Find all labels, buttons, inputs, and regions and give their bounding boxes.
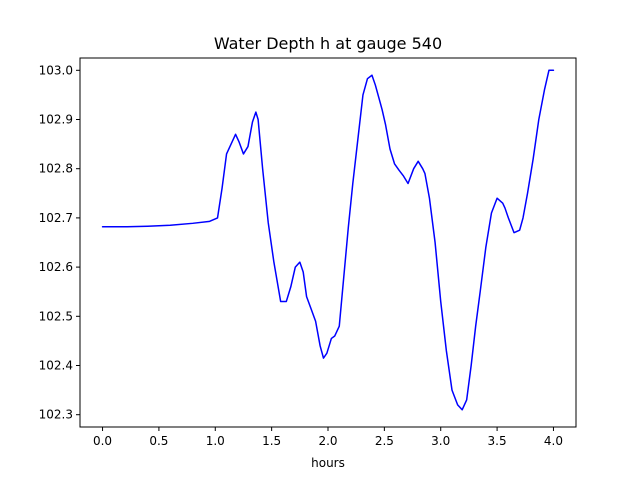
y-tick-label: 102.4 [39, 359, 73, 373]
chart-title: Water Depth h at gauge 540 [214, 34, 442, 53]
x-tick-label: 3.0 [431, 434, 450, 448]
x-tick-label: 0.0 [93, 434, 112, 448]
y-tick-label: 103.0 [39, 63, 73, 77]
y-tick-label: 102.6 [39, 260, 73, 274]
x-tick-label: 3.5 [488, 434, 507, 448]
x-axis-label: hours [311, 456, 345, 470]
y-tick-label: 102.8 [39, 162, 73, 176]
y-tick-label: 102.3 [39, 408, 73, 422]
series-line-0 [101, 69, 555, 411]
x-tick-label: 1.0 [206, 434, 225, 448]
y-tick-label: 102.7 [39, 211, 73, 225]
y-tick-label: 102.5 [39, 309, 73, 323]
x-tick-label: 2.0 [318, 434, 337, 448]
x-tick-label: 0.5 [149, 434, 168, 448]
y-tick-label: 102.9 [39, 113, 73, 127]
axis-ticks: 0.0 0.5 1.0 1.5 2.0 2.5 3.0 3.5 4.0 102.3 102.4 102… [39, 63, 563, 448]
x-tick-label: 2.5 [375, 434, 394, 448]
x-tick-label: 1.5 [262, 434, 281, 448]
x-tick-label: 4.0 [544, 434, 563, 448]
